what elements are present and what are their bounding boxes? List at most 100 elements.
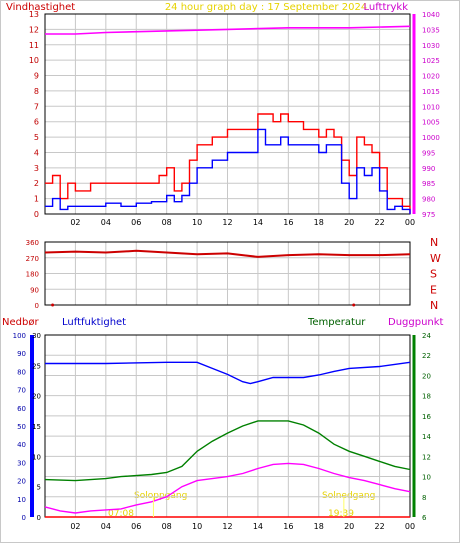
wind-gust-series <box>45 113 411 214</box>
wind-speed-axis-title: Vindhastighet <box>6 2 75 13</box>
x-tick-label: 20 <box>344 522 354 531</box>
pressure-tick-label: 1035 <box>422 26 440 34</box>
pressure-tick-label: 985 <box>422 180 435 188</box>
rain-tick-label: 40 <box>17 441 26 449</box>
pressure-axis-title: Lufttrykk <box>363 2 408 13</box>
direction-panel-frame <box>44 241 411 306</box>
pressure-tick-label: 995 <box>422 149 435 157</box>
pressure-tick-label: 990 <box>422 165 435 173</box>
wind-speed-tick-label: 0 <box>34 210 39 219</box>
x-tick-label: 04 <box>101 522 111 531</box>
pressure-tick-label: 1015 <box>422 88 440 96</box>
x-tick-label: 12 <box>222 522 232 531</box>
x-tick-label: 10 <box>192 522 202 531</box>
rain-tick-label: 0 <box>22 514 26 522</box>
wind-speed-tick-label: 7 <box>34 102 39 111</box>
pressure-tick-label: 1040 <box>422 11 440 19</box>
x-tick-label: 18 <box>314 522 324 531</box>
x-tick-label: 22 <box>374 522 384 531</box>
wind-speed-tick-label: 11 <box>29 41 39 50</box>
sunset-time: 19:39 <box>328 509 354 519</box>
rain-tick-label: 80 <box>17 368 26 376</box>
wind-speed-tick-label: 13 <box>29 10 39 19</box>
rain-tick-label: 60 <box>17 405 26 413</box>
sunset-label: Solnedgang <box>322 491 375 501</box>
wind-panel-frame <box>44 13 411 215</box>
humidity-tick-label: 10 <box>32 453 41 461</box>
dewpoint-axis-title: Duggpunkt <box>388 317 444 328</box>
rain-tick-label: 30 <box>17 459 26 467</box>
humidity-tick-label: 0 <box>37 514 41 522</box>
direction-tick-label: 180 <box>26 271 39 279</box>
calm-wind-marker <box>51 303 55 307</box>
direction-tick-label: 270 <box>26 255 39 263</box>
wind-speed-tick-label: 8 <box>34 87 39 96</box>
x-tick-label: 20 <box>344 218 354 227</box>
humidity-tick-label: 20 <box>32 393 41 401</box>
x-tick-label: 12 <box>222 218 232 227</box>
temperature-tick-label: 22 <box>422 352 431 360</box>
humidity-tick-label: 15 <box>32 423 41 431</box>
humidity-tick-label: 25 <box>32 362 41 370</box>
humidity-tick-label: 5 <box>37 484 41 492</box>
x-tick-label: 14 <box>253 522 263 531</box>
chart-marks: 0123456789101112139759809859909951000100… <box>13 10 441 531</box>
rain-tick-label: 100 <box>13 332 26 340</box>
rain-axis-title: Nedbør <box>2 317 39 328</box>
humidity-series <box>45 361 411 385</box>
temperature-tick-label: 16 <box>422 413 431 421</box>
wind-average-series <box>45 128 411 214</box>
x-tick-label: 06 <box>131 522 141 531</box>
compass-label: W <box>430 252 441 265</box>
pressure-tick-label: 1005 <box>422 119 440 127</box>
pressure-tick-label: 1020 <box>422 73 440 81</box>
sunrise-time: 07:08 <box>108 509 134 519</box>
humidity-axis-title: Luftfuktighet <box>62 317 126 328</box>
humidity-tick-label: 30 <box>32 332 41 340</box>
wind-speed-tick-label: 4 <box>34 148 39 157</box>
wind-speed-tick-label: 10 <box>29 56 39 65</box>
wind-speed-tick-label: 9 <box>34 72 39 81</box>
x-tick-label: 10 <box>192 218 202 227</box>
temperature-tick-label: 14 <box>422 433 431 441</box>
rain-tick-label: 90 <box>17 350 26 358</box>
pressure-tick-label: 1010 <box>422 103 440 111</box>
wind-speed-tick-label: 2 <box>34 179 39 188</box>
wind-speed-tick-label: 6 <box>34 118 39 127</box>
direction-tick-label: 0 <box>35 302 39 310</box>
direction-tick-label: 360 <box>26 239 39 247</box>
x-tick-label: 04 <box>101 218 111 227</box>
wind-speed-tick-label: 5 <box>34 133 39 142</box>
dewpoint-series <box>44 462 411 514</box>
temperature-tick-label: 20 <box>422 372 431 380</box>
wind-speed-tick-label: 1 <box>34 195 39 204</box>
rain-tick-label: 50 <box>17 423 26 431</box>
compass-label: N <box>430 299 438 312</box>
temperature-tick-label: 24 <box>422 332 431 340</box>
pressure-tick-label: 980 <box>422 196 435 204</box>
x-tick-label: 08 <box>162 218 172 227</box>
x-tick-label: 02 <box>70 218 80 227</box>
compass-label: E <box>430 283 437 296</box>
graph-title: 24 hour graph day : 17 September 2024 <box>165 2 367 13</box>
wind-speed-tick-label: 3 <box>34 164 39 173</box>
calm-wind-marker <box>352 303 356 307</box>
x-tick-label: 08 <box>162 522 172 531</box>
wind-direction-series <box>44 249 411 258</box>
x-tick-label: 02 <box>70 522 80 531</box>
temperature-tick-label: 12 <box>422 453 431 461</box>
temperature-tick-label: 8 <box>422 494 426 502</box>
x-tick-label: 00 <box>405 522 415 531</box>
pressure-tick-label: 1025 <box>422 57 440 65</box>
x-tick-label: 06 <box>131 218 141 227</box>
sunrise-label: Soloppgang <box>134 491 187 501</box>
compass-label: N <box>430 236 438 249</box>
rain-tick-label: 70 <box>17 387 26 395</box>
x-tick-label: 22 <box>374 218 384 227</box>
pressure-tick-label: 975 <box>422 211 435 219</box>
x-tick-label: 14 <box>253 218 263 227</box>
rain-tick-label: 10 <box>17 496 26 504</box>
